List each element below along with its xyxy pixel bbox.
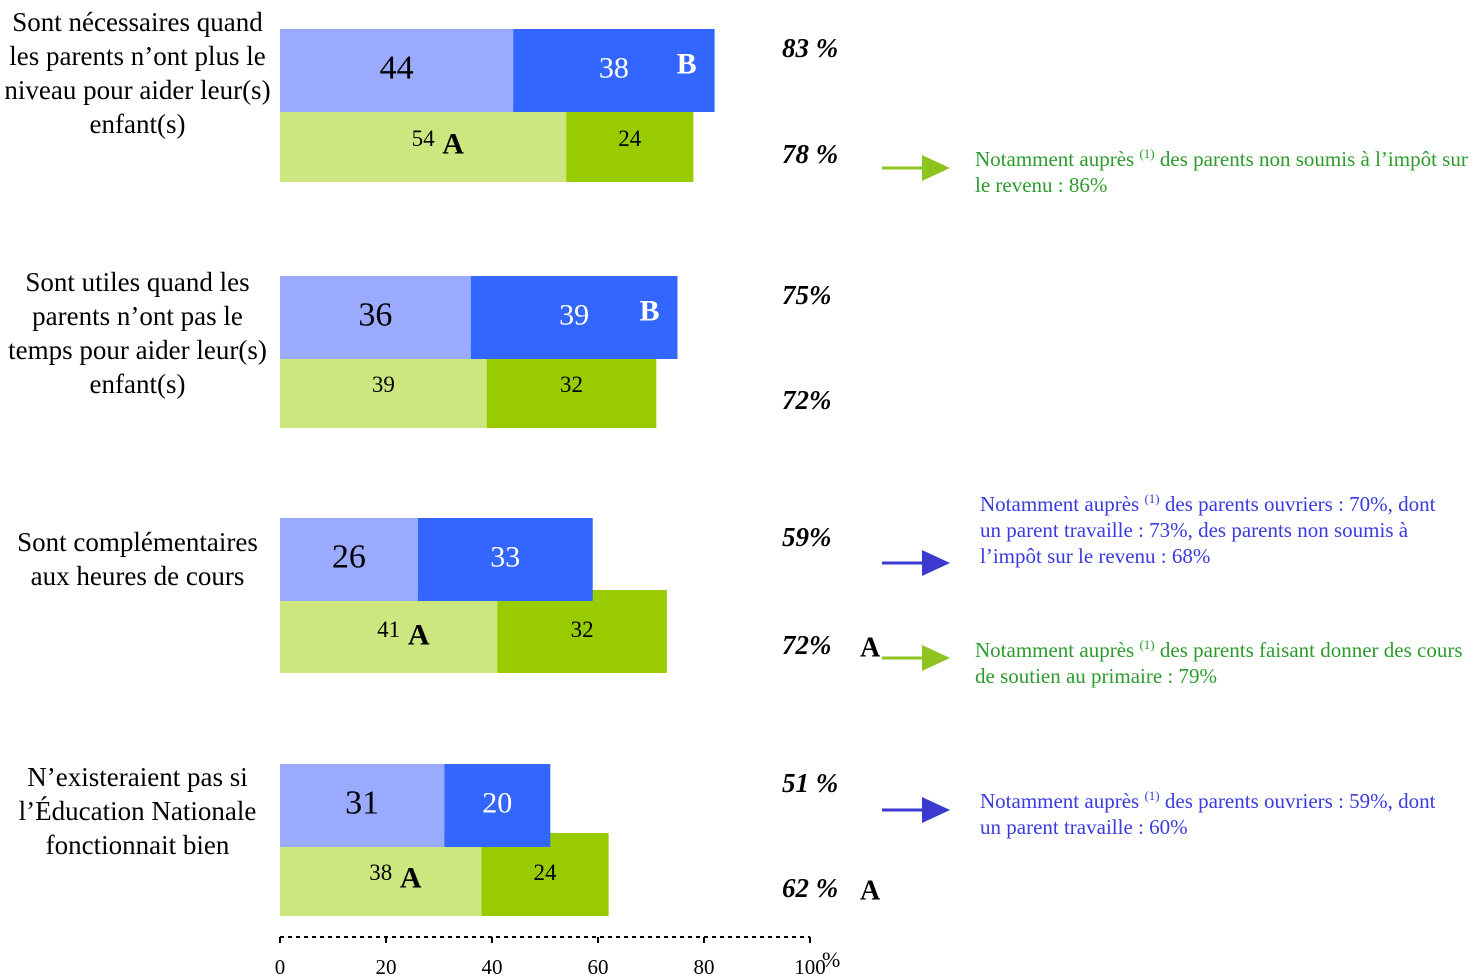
value-label: 44	[380, 49, 414, 86]
bar-segment	[280, 99, 567, 182]
significance-label: A	[408, 618, 430, 651]
category-label: Sont nécessaires quand les parents n’ont…	[4, 7, 271, 139]
total-label: 62 %	[782, 873, 838, 903]
value-label: 36	[358, 296, 392, 333]
x-tick-label: 60	[588, 955, 609, 978]
bar-segment	[497, 590, 667, 673]
bar-segment	[444, 764, 551, 847]
total-significance-label: A	[860, 632, 881, 663]
note-superscript: (1)	[1144, 491, 1160, 506]
significance-label: A	[442, 127, 464, 160]
bar-segment	[280, 518, 418, 601]
significance-label: A	[400, 861, 422, 894]
category-label: Sont utiles quand les parents n’ont pas …	[8, 267, 267, 399]
note-text: des parents ouvriers : 70%, dont un pare…	[980, 492, 1436, 568]
value-label: 32	[560, 372, 583, 397]
total-label: 75%	[782, 280, 832, 310]
value-label: 26	[332, 538, 366, 575]
x-tick-label: 80	[694, 955, 715, 978]
note-text: Notamment auprès	[980, 492, 1145, 516]
note-text: Notamment auprès	[975, 638, 1140, 662]
arrow-head	[922, 645, 950, 671]
arrow-head	[922, 155, 950, 181]
arrow-head	[922, 797, 950, 823]
note-text: des parents faisant donner des cours de …	[975, 638, 1463, 688]
bar-segment	[280, 276, 471, 359]
category-label: Sont complémentaires aux heures de cours	[17, 527, 258, 591]
value-label: 24	[618, 126, 642, 151]
note-superscript: (1)	[1139, 637, 1155, 652]
bar-segment	[566, 99, 694, 182]
significance-label: B	[677, 47, 697, 80]
total-label: 83 %	[782, 33, 838, 63]
note: Notamment auprès (1) des parents ouvrier…	[980, 486, 1450, 569]
note-text: Notamment auprès	[975, 147, 1140, 171]
value-label: 33	[490, 540, 520, 573]
x-tick-label: 100	[794, 955, 826, 978]
note: Notamment auprès (1) des parents non sou…	[975, 141, 1475, 198]
significance-label: B	[639, 294, 659, 327]
bar-segment	[417, 518, 593, 601]
bar-segment	[280, 29, 514, 112]
note: Notamment auprès (1) des parents ouvrier…	[980, 783, 1450, 840]
value-label: 38	[599, 51, 629, 84]
value-label: 20	[482, 786, 512, 819]
note-text: des parents ouvriers : 59%, dont un pare…	[980, 789, 1436, 839]
value-label: 41	[377, 617, 400, 642]
bar-segment	[280, 764, 445, 847]
bar-segment	[513, 29, 715, 112]
total-label: 72%	[782, 385, 832, 415]
note-text: des parents non soumis à l’impôt sur le …	[975, 147, 1468, 197]
value-label: 31	[345, 784, 379, 821]
value-label: 32	[571, 617, 594, 642]
category-label: N’existeraient pas si l’Éducation Nation…	[18, 762, 257, 860]
note: Notamment auprès (1) des parents faisant…	[975, 632, 1475, 689]
total-label: 59%	[782, 522, 832, 552]
total-label: 78 %	[782, 139, 838, 169]
total-label: 51 %	[782, 768, 838, 798]
note-superscript: (1)	[1139, 146, 1155, 161]
x-unit-label: %	[822, 947, 840, 972]
value-label: 38	[369, 860, 392, 885]
note-superscript: (1)	[1144, 788, 1160, 803]
total-label: 72%	[782, 630, 832, 660]
value-label: 54	[412, 126, 436, 151]
note-text: Notamment auprès	[980, 789, 1145, 813]
bar-segment	[280, 590, 498, 673]
value-label: 39	[372, 372, 395, 397]
arrow-head	[922, 550, 950, 576]
x-tick-label: 20	[376, 955, 397, 978]
value-label: 39	[559, 298, 589, 331]
x-tick-label: 40	[482, 955, 503, 978]
value-label: 24	[534, 860, 558, 885]
bar-segment	[470, 276, 678, 359]
total-significance-label: A	[860, 875, 881, 906]
x-tick-label: 0	[275, 955, 286, 978]
